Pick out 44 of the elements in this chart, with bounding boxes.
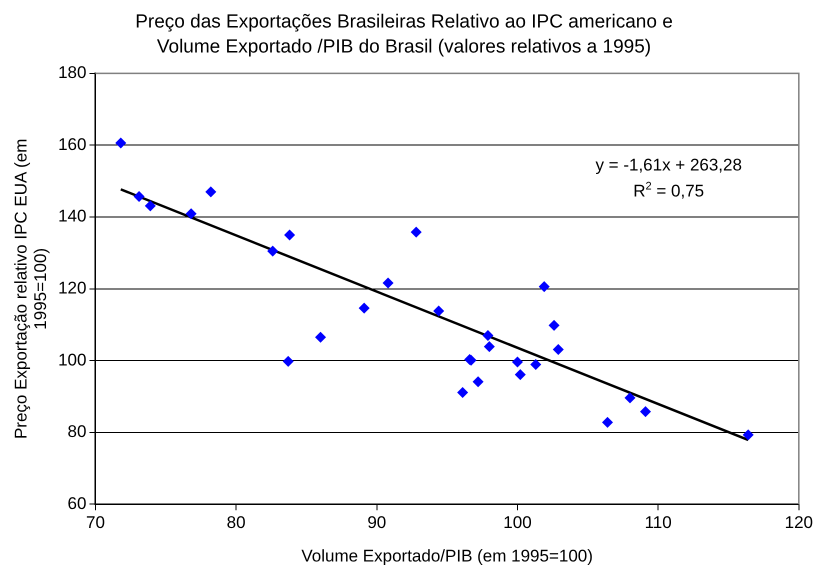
- x-tick-label: 120: [784, 513, 814, 532]
- point: [382, 278, 394, 289]
- point: [530, 359, 542, 370]
- point: [115, 138, 126, 149]
- point: [640, 406, 651, 418]
- point: [315, 332, 326, 343]
- point: [514, 369, 526, 380]
- y-tick-label: 60: [68, 494, 86, 513]
- point: [282, 356, 294, 367]
- y-tick-label: 100: [58, 350, 86, 370]
- point: [358, 302, 370, 314]
- point: [284, 229, 296, 240]
- point: [205, 186, 216, 198]
- point: [267, 246, 278, 257]
- x-tick-label: 100: [503, 513, 532, 532]
- point: [602, 416, 614, 428]
- point: [512, 356, 523, 368]
- x-tick-label: 80: [226, 513, 246, 532]
- y-tick-label: 120: [58, 278, 86, 298]
- point: [624, 392, 636, 404]
- point: [410, 226, 422, 238]
- point: [186, 208, 197, 220]
- point: [552, 344, 564, 355]
- point: [457, 387, 468, 398]
- point: [482, 330, 494, 341]
- x-axis-title: Volume Exportado/PIB (em 1995=100): [301, 546, 593, 566]
- point: [538, 281, 550, 292]
- annotation: y = -1,61x + 263,28: [595, 155, 742, 174]
- x-tick-label: 70: [86, 513, 105, 532]
- point: [742, 429, 754, 440]
- y-tick-label: 80: [68, 422, 86, 442]
- point: [472, 376, 484, 388]
- x-tick-label: 110: [644, 513, 672, 532]
- y-tick-label: 140: [58, 206, 86, 226]
- y-tick-label: 180: [58, 63, 86, 82]
- y-tick-label: 160: [58, 134, 86, 154]
- point: [433, 306, 444, 317]
- point: [134, 191, 145, 202]
- chart-title: Preço das Exportações Brasileiras Relativo ao IPC americano e Volume Exportado /PIB do Brasil (valores relativos a 1995): [135, 12, 673, 58]
- point: [548, 320, 560, 331]
- point: [484, 341, 495, 352]
- x-tick-label: 90: [367, 513, 386, 532]
- y-axis-title: Preço Exportação relativo IPC EUA (em 1995=100): [11, 138, 50, 440]
- point: [144, 200, 156, 212]
